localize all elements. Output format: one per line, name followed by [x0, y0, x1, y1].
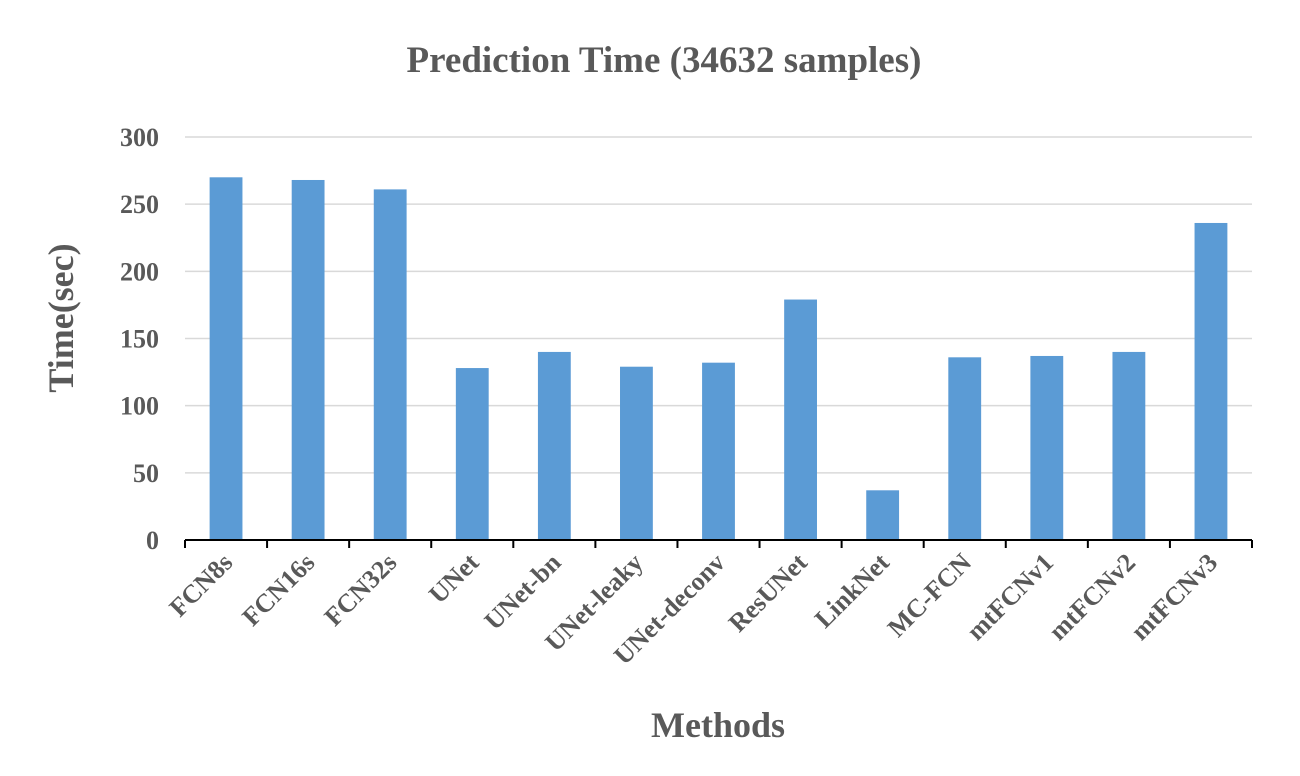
bar: [1194, 222, 1228, 540]
x-tick-label: mtFCNv3: [1125, 548, 1223, 646]
bar: [537, 351, 571, 540]
x-tick-label: mtFCNv1: [961, 548, 1059, 646]
y-tick-label: 200: [120, 257, 159, 286]
bar: [620, 366, 653, 540]
y-tick-label: 0: [146, 526, 159, 555]
axes: [184, 539, 1253, 548]
bar: [866, 490, 900, 540]
bar: [1112, 351, 1146, 540]
bar: [702, 362, 735, 540]
y-tick-label: 250: [120, 190, 159, 219]
x-tick-label: mtFCNv2: [1043, 548, 1141, 646]
gridlines: [185, 136, 1252, 474]
y-tick-label: 50: [133, 459, 159, 488]
x-axis-title: Methods: [651, 705, 785, 745]
chart-title: Prediction Time (34632 samples): [407, 40, 922, 81]
y-tick-label: 300: [120, 123, 159, 152]
bar: [373, 189, 407, 540]
y-tick-labels: 0 50 100 150 200 250 300: [120, 123, 159, 555]
bar: [209, 177, 243, 541]
y-axis-title: Time(sec): [41, 243, 81, 392]
bar: [455, 368, 489, 540]
bar: [291, 179, 325, 540]
bars: [209, 177, 1228, 541]
y-tick-label: 150: [120, 325, 159, 354]
x-tick-label: UNet: [423, 548, 485, 610]
x-tick-label: FCN8s: [164, 548, 239, 623]
x-tick-label: ResUNet: [723, 547, 813, 637]
bar: [1030, 355, 1064, 540]
x-tick-label: FCN16s: [237, 548, 321, 632]
x-tick-label: FCN32s: [319, 548, 403, 632]
bar: [784, 299, 817, 540]
bar: [948, 357, 982, 540]
y-tick-label: 100: [120, 392, 159, 421]
